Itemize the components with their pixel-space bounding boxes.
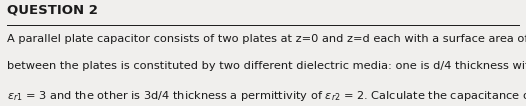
Text: $\varepsilon_{r1}$ = 3 and the other is 3d/4 thickness a permittivity of $\varep: $\varepsilon_{r1}$ = 3 and the other is …	[7, 89, 526, 103]
Text: QUESTION 2: QUESTION 2	[7, 3, 98, 16]
Text: A parallel plate capacitor consists of two plates at z=0 and z=d each with a sur: A parallel plate capacitor consists of t…	[7, 34, 526, 44]
Text: between the plates is constituted by two different dielectric media: one is d/4 : between the plates is constituted by two…	[7, 61, 526, 71]
